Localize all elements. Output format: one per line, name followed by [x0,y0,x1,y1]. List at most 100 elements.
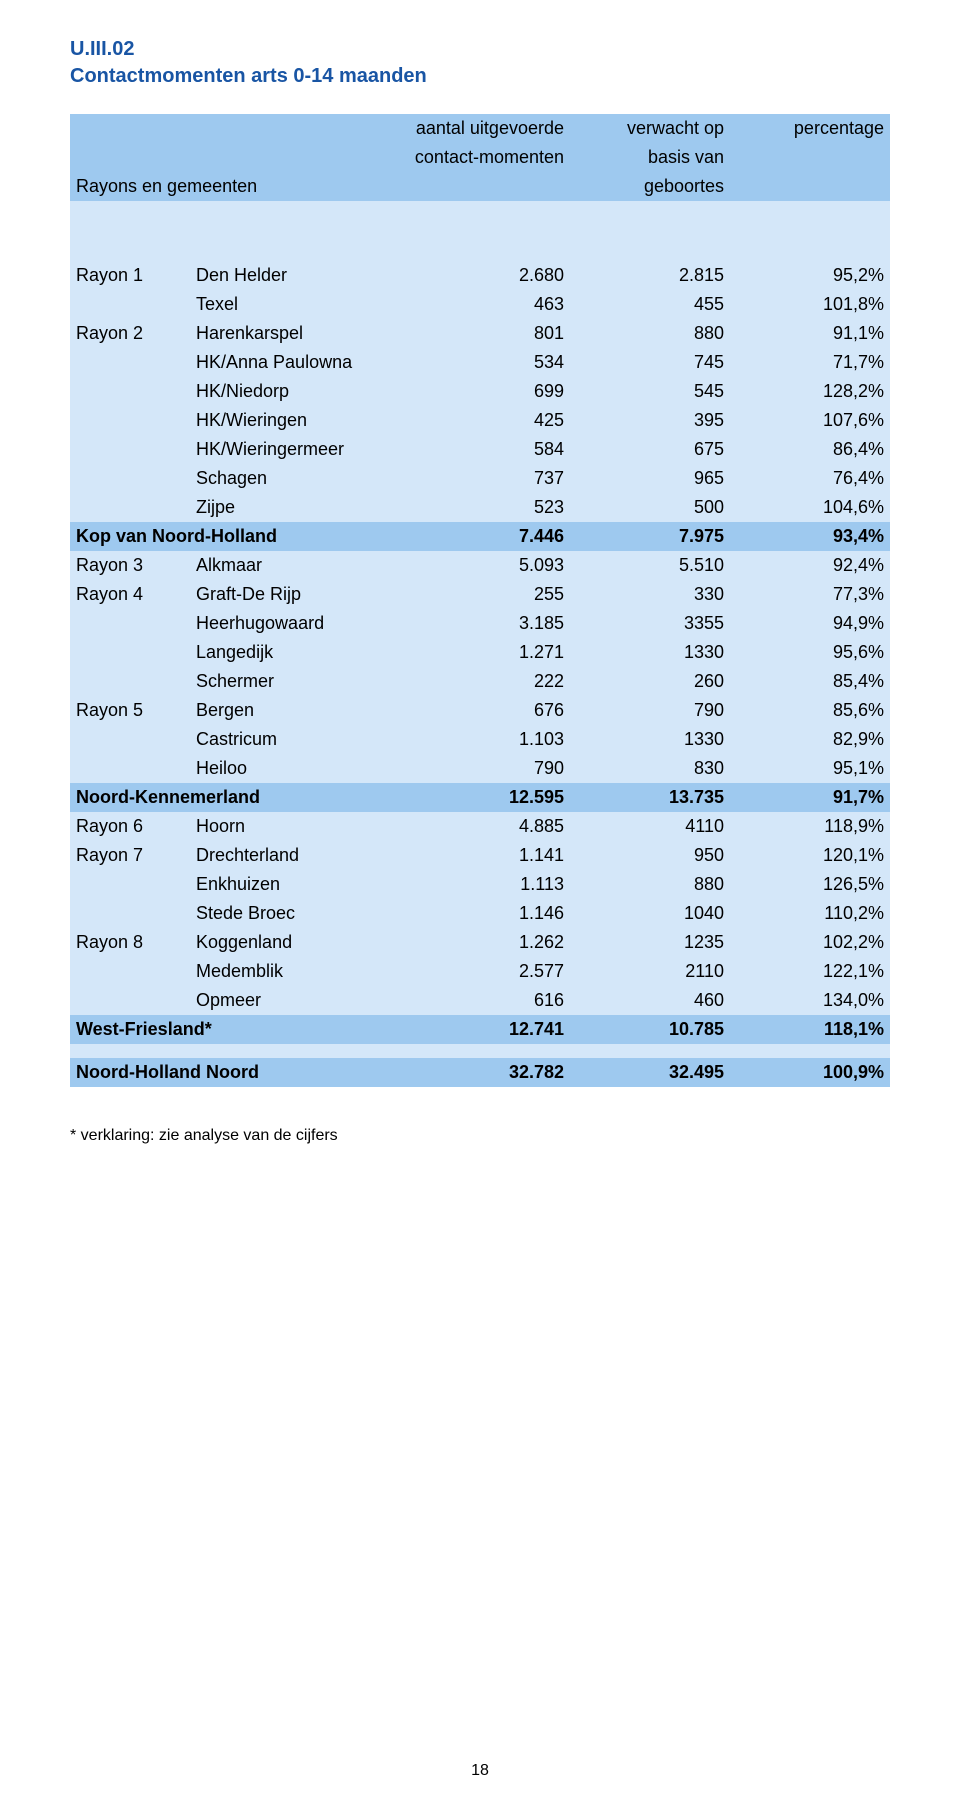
table-row: HK/Anna Paulowna53474571,7% [70,348,890,377]
gemeente-name: Heiloo [190,754,400,783]
spacer-row [70,231,890,261]
cell-v1: 1.262 [400,928,570,957]
gemeente-name: Den Helder [190,261,400,290]
region-name: Kop van Noord-Holland [70,522,400,551]
cell-v3: 122,1% [730,957,890,986]
cell-v3: 102,2% [730,928,890,957]
rayon-label [70,493,190,522]
table-row: Texel463455101,8% [70,290,890,319]
cell-v3: 77,3% [730,580,890,609]
rayon-label [70,986,190,1015]
col-header-2-line3: geboortes [570,172,730,201]
cell-v1: 2.680 [400,261,570,290]
rayon-label: Rayon 7 [70,841,190,870]
table-row: Rayon 4Graft-De Rijp25533077,3% [70,580,890,609]
footnote: * verklaring: zie analyse van de cijfers [70,1127,890,1145]
total-v3: 100,9% [730,1058,890,1087]
cell-v2: 880 [570,319,730,348]
rayon-label: Rayon 8 [70,928,190,957]
cell-v2: 965 [570,464,730,493]
table-row: Enkhuizen1.113880126,5% [70,870,890,899]
table-row: HK/Wieringermeer58467586,4% [70,435,890,464]
rayon-label [70,667,190,696]
rayon-label [70,406,190,435]
table-row: Rayon 3Alkmaar5.0935.51092,4% [70,551,890,580]
cell-v3: 95,2% [730,261,890,290]
cell-v1: 534 [400,348,570,377]
table-header-row: contact-momenten basis van [70,143,890,172]
total-v1: 32.782 [400,1058,570,1087]
rayon-label [70,435,190,464]
cell-v1: 5.093 [400,551,570,580]
gemeente-name: Bergen [190,696,400,725]
cell-v2: 830 [570,754,730,783]
cell-v3: 134,0% [730,986,890,1015]
cell-v3: 128,2% [730,377,890,406]
cell-v1: 801 [400,319,570,348]
cell-v2: 4110 [570,812,730,841]
page-number: 18 [0,1762,960,1780]
gemeente-name: Schagen [190,464,400,493]
table-row: HK/Niedorp699545128,2% [70,377,890,406]
gemeente-name: Opmeer [190,986,400,1015]
gemeente-name: Medemblik [190,957,400,986]
rayon-label [70,870,190,899]
cell-v3: 107,6% [730,406,890,435]
gemeente-name: HK/Niedorp [190,377,400,406]
cell-v1: 523 [400,493,570,522]
cell-v1: 790 [400,754,570,783]
cell-v1: 7.446 [400,522,570,551]
total-row: Noord-Holland Noord 32.782 32.495 100,9% [70,1058,890,1087]
cell-v3: 71,7% [730,348,890,377]
cell-v2: 1040 [570,899,730,928]
page: U.III.02 Contactmomenten arts 0-14 maand… [0,0,960,1808]
cell-v1: 222 [400,667,570,696]
col-header-1-line2: contact-momenten [400,143,570,172]
table-row: Rayon 5Bergen67679085,6% [70,696,890,725]
cell-v2: 5.510 [570,551,730,580]
cell-v2: 455 [570,290,730,319]
gemeente-name: HK/Wieringen [190,406,400,435]
col-header-2-line2: basis van [570,143,730,172]
gemeente-name: Drechterland [190,841,400,870]
col-header-1-line1: aantal uitgevoerde [400,114,570,143]
table-row: HK/Wieringen425395107,6% [70,406,890,435]
rayon-label: Rayon 5 [70,696,190,725]
cell-v2: 3355 [570,609,730,638]
cell-v3: 101,8% [730,290,890,319]
table-header-row: Rayons en gemeenten geboortes [70,172,890,201]
col-header-3: percentage [730,114,890,143]
rayon-label: Rayon 3 [70,551,190,580]
cell-v2: 10.785 [570,1015,730,1044]
subtotal-row: West-Friesland*12.74110.785118,1% [70,1015,890,1044]
cell-v1: 1.103 [400,725,570,754]
rayon-label: Rayon 4 [70,580,190,609]
gemeente-name: Heerhugowaard [190,609,400,638]
gemeente-name: Zijpe [190,493,400,522]
cell-v1: 3.185 [400,609,570,638]
rayon-label [70,725,190,754]
rayon-label [70,957,190,986]
table-row: Rayon 2Harenkarspel80188091,1% [70,319,890,348]
cell-v1: 1.141 [400,841,570,870]
cell-v2: 500 [570,493,730,522]
table-row: Heiloo79083095,1% [70,754,890,783]
table-row: Langedijk1.271133095,6% [70,638,890,667]
cell-v2: 330 [570,580,730,609]
rayon-label [70,754,190,783]
gemeente-name: Graft-De Rijp [190,580,400,609]
cell-v3: 126,5% [730,870,890,899]
cell-v1: 584 [400,435,570,464]
gemeente-name: Enkhuizen [190,870,400,899]
cell-v1: 425 [400,406,570,435]
cell-v1: 12.741 [400,1015,570,1044]
cell-v2: 7.975 [570,522,730,551]
cell-v2: 675 [570,435,730,464]
cell-v3: 104,6% [730,493,890,522]
subtotal-row: Noord-Kennemerland12.59513.73591,7% [70,783,890,812]
gemeente-name: Hoorn [190,812,400,841]
data-table: aantal uitgevoerde verwacht op percentag… [70,114,890,1087]
col-header-2-line1: verwacht op [570,114,730,143]
cell-v2: 545 [570,377,730,406]
cell-v3: 85,4% [730,667,890,696]
